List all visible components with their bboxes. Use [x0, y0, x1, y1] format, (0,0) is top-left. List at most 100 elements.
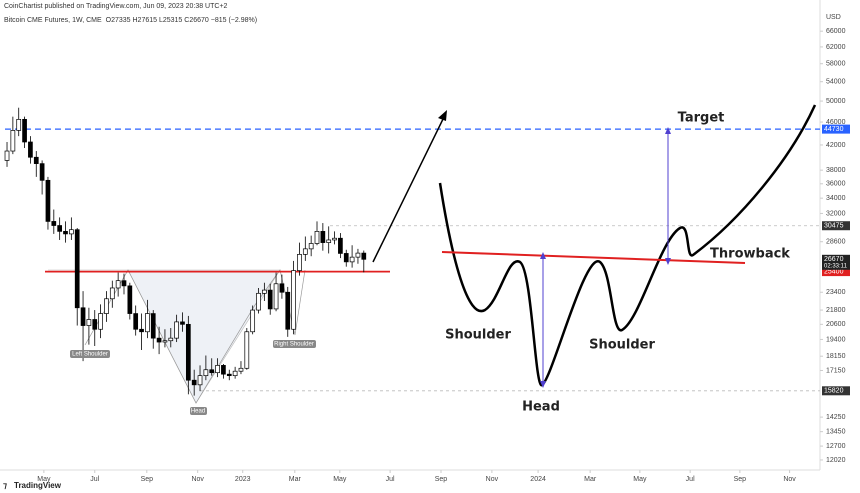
x-tick-label: Mar — [289, 476, 302, 483]
y-tick-label: 13450 — [826, 429, 846, 436]
candle-body — [145, 313, 150, 333]
candle-body — [326, 239, 332, 243]
candle-body — [139, 328, 144, 333]
price-label: 26670 — [824, 256, 844, 263]
candle-body — [232, 370, 238, 377]
candle-body — [273, 283, 279, 310]
x-tick-label: Nov — [783, 476, 796, 483]
y-tick-label: 19400 — [826, 336, 846, 343]
candle-body — [28, 141, 33, 158]
y-tick-label: 20600 — [826, 321, 846, 328]
candle-body — [174, 321, 179, 339]
candle-body — [349, 256, 355, 263]
candle-body — [343, 253, 349, 263]
y-tick-label: 28600 — [826, 239, 846, 246]
y-tick-label: 14250 — [826, 414, 846, 421]
x-tick-label: Mar — [584, 476, 597, 483]
candle-body — [197, 375, 203, 386]
candle-body — [244, 331, 250, 369]
candle-body — [115, 280, 121, 289]
candle-body — [250, 309, 256, 333]
arrow-head — [540, 252, 546, 259]
annotation: Target — [678, 111, 725, 126]
candle-body — [98, 313, 103, 330]
candle-body — [221, 365, 226, 375]
candle-body — [92, 319, 98, 330]
price-label-box — [822, 267, 850, 277]
candle-body — [86, 319, 92, 326]
title: Bitcoin CME Futures, 1W, CME — [4, 17, 102, 24]
candle-body — [285, 291, 291, 330]
y-tick-label: 42000 — [826, 142, 846, 149]
candle-body — [332, 237, 337, 241]
candle-body — [203, 369, 209, 377]
arrow-head — [438, 110, 447, 121]
candle-body — [51, 221, 57, 226]
price-label-box — [822, 124, 850, 134]
price-label-box — [822, 221, 850, 231]
candle-body — [308, 243, 314, 250]
x-tick-label: May — [333, 476, 347, 483]
candle-body — [104, 298, 109, 314]
arrow-head — [665, 258, 671, 265]
y-tick-label: 66000 — [826, 28, 846, 35]
annotation: Head — [191, 409, 205, 415]
price-label-box — [822, 386, 850, 396]
candle-body — [80, 307, 86, 326]
annotation: Left Shoulder — [72, 352, 108, 358]
annotation: Throwback — [710, 247, 790, 262]
annotation: Head — [522, 400, 560, 415]
price-label: 30475 — [824, 223, 844, 230]
candle-body — [262, 289, 267, 294]
price-label: 44730 — [824, 126, 844, 133]
candle-body — [191, 379, 197, 386]
arrow-head — [540, 381, 546, 388]
y-tick-label: 18150 — [826, 353, 846, 360]
candle-body — [33, 156, 39, 164]
candle-body — [297, 254, 302, 271]
y-tick-label: 12020 — [826, 457, 846, 464]
candle-body — [63, 231, 68, 235]
label-box — [70, 350, 110, 358]
candle-body — [133, 313, 139, 330]
y-tick-label: 12700 — [826, 443, 846, 450]
candle-body — [209, 369, 215, 374]
candle-body — [121, 280, 127, 287]
candle-body — [39, 163, 45, 181]
candle-body — [168, 337, 174, 342]
x-tick-label: 2023 — [235, 476, 251, 483]
candle-body — [215, 365, 220, 374]
x-tick-label: Nov — [191, 476, 204, 483]
annotation: Shoulder — [589, 338, 655, 353]
candle-body — [22, 118, 27, 143]
publisher: CoinChartist published on TradingView.co… — [4, 3, 228, 10]
chart-title: Bitcoin CME Futures, 1W, CME O27335 H2761… — [4, 17, 257, 24]
candle-body — [302, 248, 308, 255]
price-label: 15820 — [824, 388, 844, 395]
candle-body — [314, 231, 320, 244]
candle-body — [185, 323, 191, 381]
annotation: Right Shoulder — [274, 342, 314, 348]
y-tick-label: 62000 — [826, 44, 846, 51]
candle-body — [69, 229, 74, 235]
pattern-curve — [438, 104, 817, 387]
y-tick-label: 58000 — [826, 61, 846, 68]
candle-body — [320, 231, 326, 243]
y-tick-label: 17150 — [826, 367, 846, 374]
y-tick-label: 32000 — [826, 210, 846, 217]
countdown: 02:33:11 — [824, 263, 848, 269]
y-tick-label: 34000 — [826, 195, 846, 202]
footer-logo: TradingView — [14, 481, 62, 490]
label-box — [190, 407, 207, 415]
x-tick-label: Jul — [686, 476, 695, 483]
price-label: 25400 — [824, 268, 844, 275]
price-label-box — [822, 254, 850, 270]
y-tick-label: 54000 — [826, 79, 846, 86]
candle-body — [226, 373, 232, 377]
x-tick-label: Jul — [386, 476, 395, 483]
candle-body — [361, 252, 367, 260]
candle-body — [338, 237, 343, 254]
projection-arrow — [372, 114, 446, 263]
